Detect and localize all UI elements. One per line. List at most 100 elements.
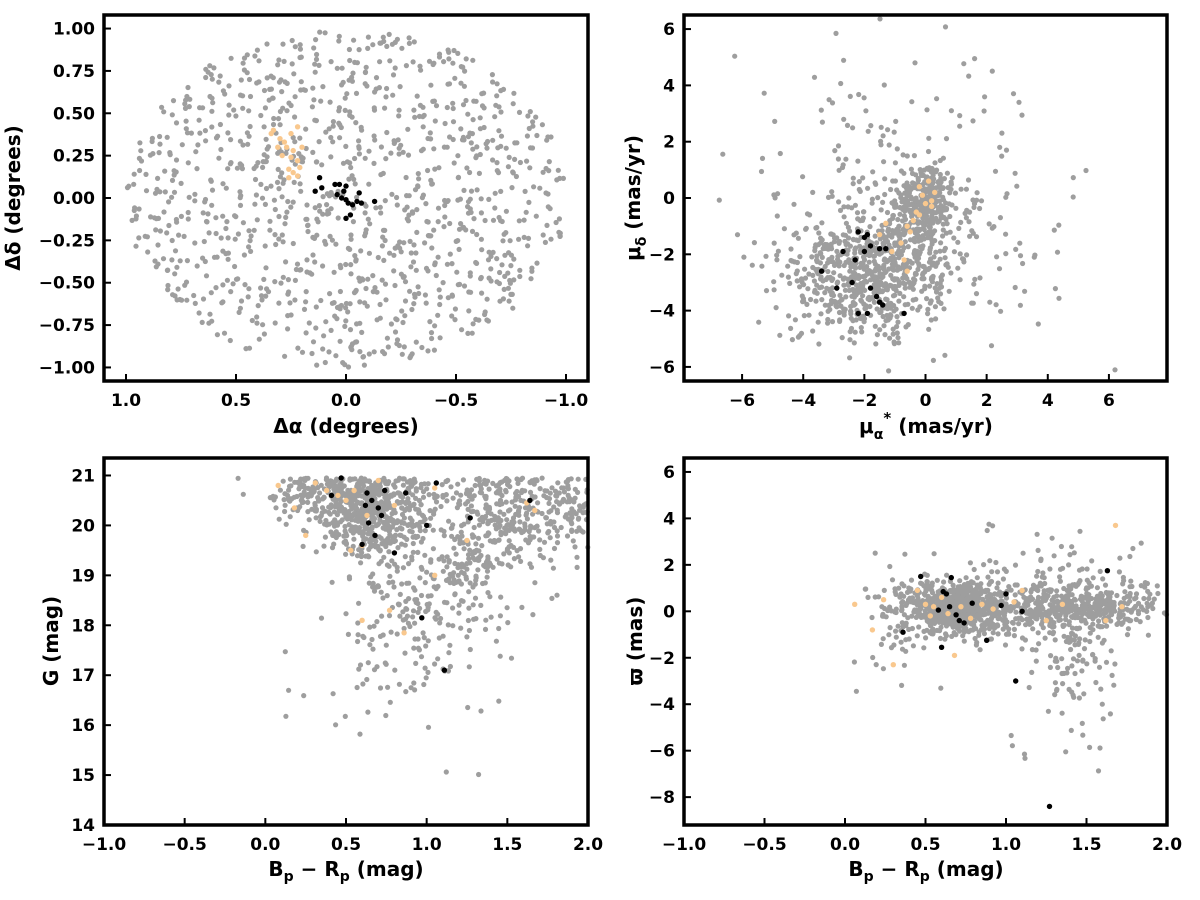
pm-field-point bbox=[1022, 288, 1028, 294]
sky-field-point bbox=[505, 164, 511, 170]
sky-field-point bbox=[200, 296, 207, 302]
sky-field-point bbox=[537, 185, 543, 191]
pm-ytick-label: 4 bbox=[663, 76, 675, 96]
sky-field-point bbox=[557, 233, 563, 239]
sky-field-point bbox=[223, 185, 229, 191]
sky-field-point bbox=[256, 79, 262, 85]
sky-field-point bbox=[136, 155, 142, 161]
sky-field-point bbox=[465, 134, 471, 140]
sky-field-point bbox=[267, 218, 273, 224]
sky-field-point bbox=[164, 267, 170, 273]
parallax-field-point bbox=[937, 635, 944, 641]
sky-field-point bbox=[186, 104, 192, 110]
parallax-field-point bbox=[1054, 593, 1060, 599]
cmd-xtick-label: 0.0 bbox=[250, 835, 280, 855]
sky-field-point bbox=[389, 41, 395, 47]
cmd-field-point bbox=[504, 547, 510, 554]
pm-field-point bbox=[811, 278, 817, 284]
sky-field-point bbox=[484, 145, 490, 151]
sky-field-point bbox=[247, 238, 253, 244]
cmd-field-point bbox=[413, 660, 419, 666]
cmd-field-point bbox=[318, 513, 324, 519]
sky-field-point bbox=[454, 269, 460, 275]
sky-field-point bbox=[291, 179, 297, 185]
parallax-field-point bbox=[1087, 630, 1093, 636]
cmd-field-point bbox=[397, 591, 403, 597]
sky-field-point bbox=[316, 203, 322, 209]
pm-field-point bbox=[867, 224, 873, 230]
sky-field-point bbox=[353, 257, 359, 263]
cmd-field-point bbox=[504, 517, 510, 523]
pm-group-a-point bbox=[876, 246, 883, 252]
pm-field-point bbox=[831, 270, 837, 276]
pm-field-point bbox=[775, 248, 781, 254]
sky-field-point bbox=[524, 133, 530, 139]
pm-field-point bbox=[850, 125, 856, 131]
pm-field-point bbox=[870, 247, 876, 253]
pm-field-point bbox=[843, 220, 849, 226]
parallax-field-point bbox=[1035, 630, 1041, 636]
pm-field-point bbox=[991, 224, 997, 230]
cmd-field-point bbox=[416, 647, 422, 653]
cmd-field-point bbox=[305, 509, 311, 515]
pm-group-b-point bbox=[883, 220, 889, 226]
cmd-field-point bbox=[300, 499, 306, 505]
pm-field-point bbox=[816, 230, 822, 236]
pm-field-point bbox=[882, 176, 888, 182]
pm-xtick-label: 2 bbox=[981, 391, 993, 411]
sky-field-point bbox=[437, 301, 443, 308]
pm-field-point bbox=[903, 324, 909, 330]
sky-field-point bbox=[383, 94, 389, 100]
pm-field-point bbox=[842, 287, 848, 293]
sky-field-point bbox=[458, 80, 464, 86]
pm-field-point bbox=[871, 258, 877, 264]
pm-field-point bbox=[928, 317, 934, 323]
pm-field-point bbox=[932, 285, 938, 291]
sky-field-point bbox=[167, 150, 173, 156]
sky-field-point bbox=[420, 124, 426, 130]
pm-field-point bbox=[936, 285, 942, 291]
pm-field-point bbox=[938, 203, 944, 209]
pm-xtick-label: −2 bbox=[851, 391, 877, 411]
parallax-field-point bbox=[960, 633, 966, 639]
pm-field-point bbox=[909, 305, 915, 311]
sky-field-point bbox=[499, 218, 505, 225]
sky-field-point bbox=[213, 230, 219, 237]
pm-field-point bbox=[923, 187, 929, 193]
pm-field-point bbox=[845, 224, 851, 230]
pm-field-point bbox=[871, 216, 877, 222]
cmd-field-point bbox=[554, 510, 561, 516]
pm-field-point bbox=[1012, 170, 1018, 176]
cmd-field-point bbox=[281, 497, 287, 503]
sky-field-point bbox=[311, 97, 317, 103]
sky-field-point bbox=[365, 45, 371, 51]
sky-field-point bbox=[402, 207, 408, 213]
pm-field-point bbox=[853, 289, 859, 295]
pm-field-point bbox=[1003, 147, 1010, 153]
pm-ytick-label: −6 bbox=[649, 358, 675, 378]
cmd-field-point bbox=[504, 605, 510, 611]
cmd-field-point bbox=[286, 497, 292, 503]
cmd-field-point bbox=[483, 617, 489, 623]
sky-field-point bbox=[327, 233, 333, 239]
cmd-field-point bbox=[433, 499, 440, 505]
cmd-field-point bbox=[345, 489, 351, 495]
sky-field-point bbox=[272, 232, 278, 238]
pm-field-point bbox=[841, 262, 847, 269]
parallax-field-point bbox=[1155, 590, 1161, 597]
sky-field-point bbox=[162, 189, 168, 195]
cmd-field-point bbox=[518, 558, 524, 564]
sky-field-point bbox=[531, 184, 537, 190]
pm-field-point bbox=[938, 179, 944, 185]
sky-field-point bbox=[310, 85, 316, 91]
sky-group-a-point bbox=[343, 183, 349, 189]
sky-field-point bbox=[145, 249, 151, 255]
sky-field-point bbox=[327, 99, 333, 105]
parallax-field-point bbox=[1066, 622, 1072, 628]
pm-field-point bbox=[920, 272, 926, 278]
parallax-field-point bbox=[1016, 621, 1022, 627]
pm-field-point bbox=[919, 245, 925, 252]
cmd-field-point bbox=[451, 580, 457, 586]
cmd-field-point bbox=[360, 633, 366, 639]
sky-field-point bbox=[279, 232, 285, 238]
